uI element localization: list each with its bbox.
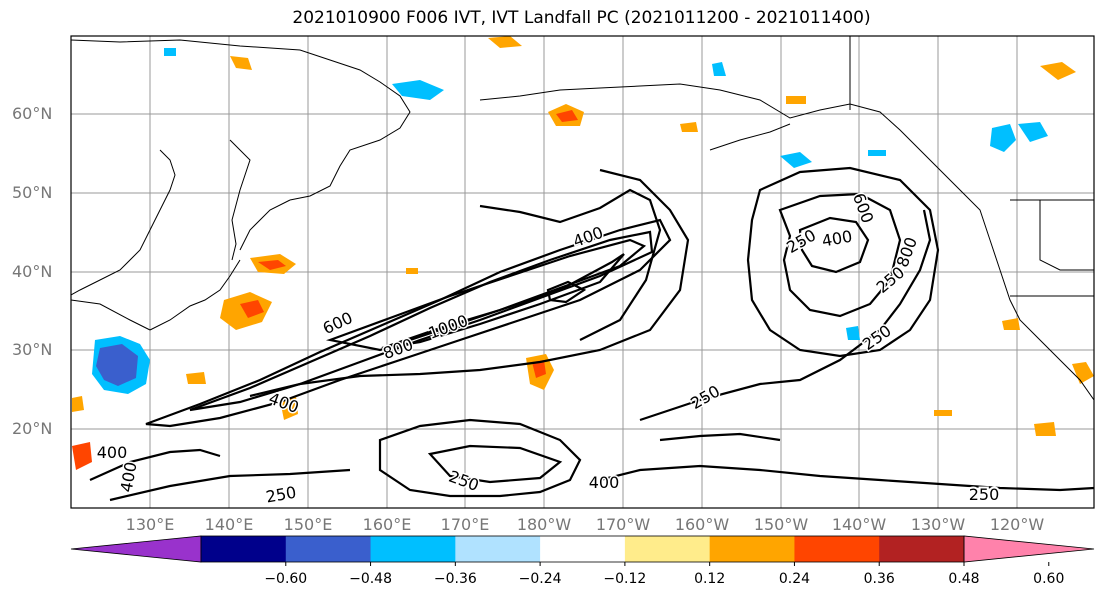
longitude-label: 140°W — [831, 515, 887, 534]
contour-label: 250 — [969, 485, 1000, 504]
colorbar-extend-max — [963, 535, 1095, 563]
contour-label: 600 — [849, 191, 877, 226]
colorbar-segment — [879, 536, 965, 562]
graticule — [71, 36, 1094, 508]
longitude-label: 160°E — [362, 515, 412, 534]
contour-label: 400 — [117, 460, 141, 493]
contour-label: 400 — [820, 227, 853, 251]
colorbar-tick-label: 0.24 — [778, 571, 811, 587]
contour-label: 400 — [571, 223, 606, 251]
latitude-label: 30°N — [12, 340, 53, 359]
colorbar-segment — [540, 536, 626, 562]
contour-label: 250 — [446, 467, 481, 495]
longitude-label: 170°W — [595, 515, 651, 534]
colorbar-frame — [200, 535, 965, 563]
longitude-label: 180°W — [516, 515, 572, 534]
colorbar — [70, 535, 1095, 566]
longitude-label: 130°E — [125, 515, 175, 534]
coastlines — [71, 36, 1094, 401]
colorbar-tick-label: −0.24 — [518, 571, 562, 587]
colorbar-tick-label: 0.48 — [948, 571, 980, 587]
map-title: 2021010900 F006 IVT, IVT Landfall PC (20… — [292, 8, 871, 28]
colorbar-extend-min — [70, 535, 202, 563]
colorbar-segment — [624, 536, 711, 562]
colorbar-tick-label: −0.36 — [433, 571, 477, 587]
latitude-label: 40°N — [12, 262, 53, 281]
latitude-label: 50°N — [12, 183, 53, 202]
latitude-label: 20°N — [12, 419, 53, 438]
contour-label: 400 — [97, 443, 128, 462]
contour-label: 250 — [264, 483, 297, 507]
longitude-label: 120°W — [989, 515, 1045, 534]
longitude-label: 140°E — [204, 515, 254, 534]
colorbar-tick-label: 0.36 — [863, 571, 895, 587]
colorbar-tick-label: 0.60 — [1033, 571, 1065, 587]
ivt-contours — [89, 166, 1094, 502]
colorbar-segment — [370, 536, 456, 562]
colorbar-tick-label: 0.12 — [694, 571, 726, 587]
contour-label: 400 — [266, 389, 301, 417]
colorbar-segment — [709, 536, 795, 562]
colorbar-segment — [285, 536, 372, 562]
longitude-label: 150°E — [283, 515, 333, 534]
colorbar-tick-label: −0.60 — [264, 571, 308, 587]
contour-label: 250 — [859, 321, 895, 354]
longitude-label: 160°W — [674, 515, 730, 534]
map-frame — [70, 35, 1095, 509]
colorbar-tick-label: −0.48 — [349, 571, 392, 587]
colorbar-segment — [455, 536, 541, 562]
longitude-label: 150°W — [753, 515, 809, 534]
latitude-label: 60°N — [12, 104, 53, 123]
contour-label: 800 — [381, 335, 416, 363]
contour-label: 250 — [687, 381, 723, 413]
contour-label: 400 — [589, 473, 620, 492]
longitude-label: 130°W — [910, 515, 966, 534]
longitude-label: 170°E — [440, 515, 490, 534]
colorbar-tick-label: −0.12 — [603, 571, 647, 587]
colorbar-segment — [201, 536, 287, 562]
colorbar-segment — [794, 536, 880, 562]
